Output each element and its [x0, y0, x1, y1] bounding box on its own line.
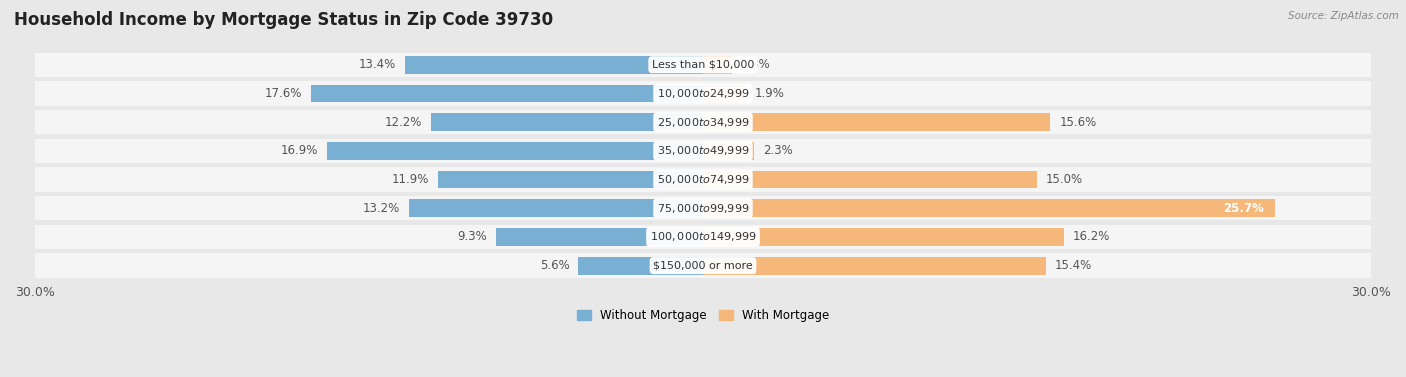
Bar	[432, 113, 703, 131]
Text: 13.4%: 13.4%	[359, 58, 395, 71]
Text: $150,000 or more: $150,000 or more	[654, 261, 752, 271]
Text: 17.6%: 17.6%	[264, 87, 302, 100]
Text: 9.3%: 9.3%	[457, 230, 486, 244]
Text: $10,000 to $24,999: $10,000 to $24,999	[657, 87, 749, 100]
Legend: Without Mortgage, With Mortgage: Without Mortgage, With Mortgage	[572, 304, 834, 326]
Text: 1.3%: 1.3%	[741, 58, 770, 71]
Bar	[35, 196, 1371, 221]
Text: 15.6%: 15.6%	[1059, 116, 1097, 129]
Bar	[35, 225, 1371, 249]
Text: 25.7%: 25.7%	[1223, 202, 1264, 215]
Text: Source: ZipAtlas.com: Source: ZipAtlas.com	[1288, 11, 1399, 21]
Bar	[35, 167, 1371, 192]
Text: $25,000 to $34,999: $25,000 to $34,999	[657, 116, 749, 129]
Bar	[35, 81, 1371, 106]
Bar	[409, 199, 703, 217]
Bar	[496, 228, 703, 246]
Bar	[405, 56, 703, 74]
Bar	[703, 56, 733, 74]
Bar	[35, 110, 1371, 134]
Text: $35,000 to $49,999: $35,000 to $49,999	[657, 144, 749, 157]
Bar	[703, 113, 1050, 131]
Bar	[703, 199, 1275, 217]
Text: Household Income by Mortgage Status in Zip Code 39730: Household Income by Mortgage Status in Z…	[14, 11, 553, 29]
Bar	[578, 257, 703, 274]
Bar	[703, 142, 754, 160]
Bar	[311, 84, 703, 102]
Bar	[326, 142, 703, 160]
Text: $75,000 to $99,999: $75,000 to $99,999	[657, 202, 749, 215]
Text: Less than $10,000: Less than $10,000	[652, 60, 754, 70]
Text: 11.9%: 11.9%	[392, 173, 429, 186]
Bar	[703, 171, 1038, 188]
Bar	[35, 52, 1371, 77]
Bar	[35, 253, 1371, 278]
Text: 16.2%: 16.2%	[1073, 230, 1109, 244]
Text: 1.9%: 1.9%	[754, 87, 785, 100]
Text: 16.9%: 16.9%	[280, 144, 318, 157]
Text: 5.6%: 5.6%	[540, 259, 569, 272]
Text: 12.2%: 12.2%	[385, 116, 422, 129]
Bar	[35, 139, 1371, 163]
Bar	[703, 257, 1046, 274]
Text: 15.0%: 15.0%	[1046, 173, 1083, 186]
Bar	[703, 84, 745, 102]
Bar	[439, 171, 703, 188]
Text: 2.3%: 2.3%	[763, 144, 793, 157]
Text: $50,000 to $74,999: $50,000 to $74,999	[657, 173, 749, 186]
Bar	[703, 228, 1064, 246]
Text: 15.4%: 15.4%	[1054, 259, 1092, 272]
Text: 13.2%: 13.2%	[363, 202, 401, 215]
Text: $100,000 to $149,999: $100,000 to $149,999	[650, 230, 756, 244]
